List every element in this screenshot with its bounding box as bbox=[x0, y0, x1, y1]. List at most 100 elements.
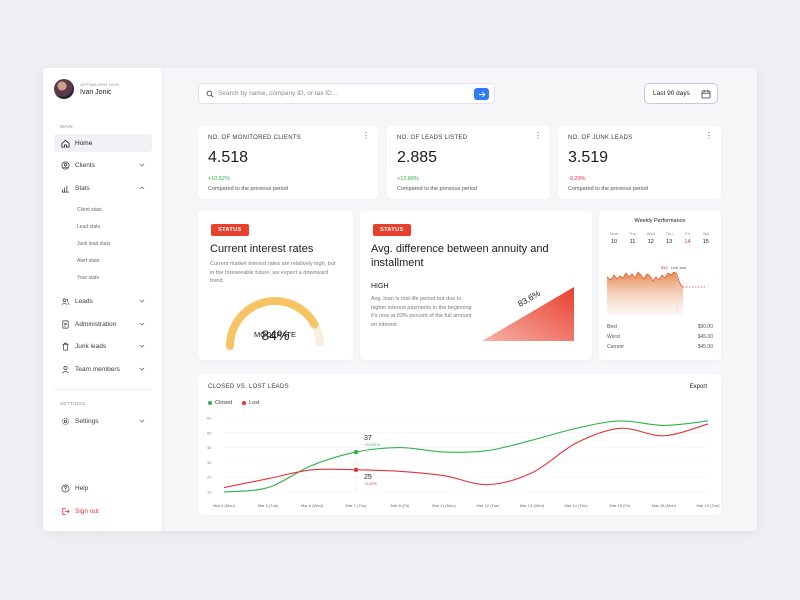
profile[interactable]: OPTIMA KPR DOO Ivan Jonic bbox=[54, 79, 119, 99]
week-day[interactable]: Thu 13 bbox=[660, 231, 678, 245]
card-title: Avg. difference between annuity and inst… bbox=[371, 243, 549, 269]
series-line-closed bbox=[223, 420, 709, 493]
weekly-performance-card: Weekly Performance Mon 10 Tue 11 Wed 12 Thu 13 F… bbox=[599, 211, 721, 360]
week-day[interactable]: Wed 12 bbox=[642, 231, 660, 245]
sidebar-item-settings[interactable]: Settings bbox=[54, 412, 152, 430]
sidebar-item-help[interactable]: Help bbox=[54, 479, 152, 497]
sidebar-item-label: Settings bbox=[75, 417, 99, 425]
kpi-note: Compared to the previous period bbox=[568, 186, 649, 192]
export-button[interactable]: Export bbox=[689, 384, 707, 390]
x-tick-label: Mar 5 (Tue) bbox=[258, 503, 279, 508]
more-options-icon[interactable]: ⋮ bbox=[362, 131, 370, 140]
sidebar-item-team-members[interactable]: Team members bbox=[54, 360, 152, 378]
legend-lost[interactable]: Lost bbox=[242, 400, 260, 406]
chevron-down-icon[interactable] bbox=[138, 417, 146, 425]
legend-closed[interactable]: Closed bbox=[208, 400, 232, 406]
weekly-stat-value: $45.00 bbox=[697, 344, 713, 350]
kpi-value: 2.885 bbox=[397, 149, 438, 166]
gauge: MODERATE bbox=[226, 297, 324, 350]
y-tick-label: 20 bbox=[207, 475, 212, 480]
more-options-icon[interactable]: ⋮ bbox=[534, 131, 542, 140]
chevron-up-icon[interactable] bbox=[138, 184, 146, 192]
sidebar-subitem-client-stats[interactable]: Client stats bbox=[77, 207, 102, 213]
annotation-value: 25 bbox=[364, 474, 372, 481]
chevron-down-icon[interactable] bbox=[138, 297, 146, 305]
kpi-label: NO. OF JUNK LEADS bbox=[568, 135, 633, 141]
home-icon bbox=[60, 138, 70, 148]
kpi-leads-listed: NO. OF LEADS LISTED ⋮ 2.885 +12,80% Comp… bbox=[387, 126, 550, 199]
chart-title: CLOSED VS. LOST LEADS bbox=[208, 384, 289, 390]
sidebar-item-stats[interactable]: Stats bbox=[54, 179, 152, 197]
settings-section-label: SETTINGS bbox=[60, 401, 86, 406]
document-icon bbox=[60, 319, 70, 329]
weekly-marker-value: $45 bbox=[661, 265, 668, 270]
chevron-down-icon[interactable] bbox=[138, 320, 146, 328]
weekly-title: Weekly Performance bbox=[634, 218, 686, 224]
search-bar[interactable] bbox=[198, 83, 495, 104]
leads-line-chart: 10 20 30 40 50 60 Mar 4 (Mon) Mar 5 (Tue) Mar 6 … bbox=[207, 416, 720, 509]
person-icon bbox=[60, 364, 70, 374]
ramp-shape bbox=[482, 287, 574, 341]
week-day[interactable]: Fri 14 bbox=[678, 231, 696, 245]
calendar-icon bbox=[701, 90, 711, 99]
sidebar-subitem-alert-stats[interactable]: Alert stats bbox=[77, 258, 100, 264]
user-circle-icon bbox=[60, 160, 70, 170]
kpi-value: 3.519 bbox=[568, 149, 609, 166]
sidebar-item-label: Home bbox=[75, 139, 93, 147]
week-day-name: Tue bbox=[629, 231, 636, 236]
status-badge: STATUS bbox=[373, 224, 411, 236]
chevron-down-icon[interactable] bbox=[138, 161, 146, 169]
sidebar-item-label: Stats bbox=[75, 184, 90, 192]
date-range-label: Last 90 days bbox=[653, 90, 690, 97]
annotation-change: -9,20% bbox=[364, 481, 377, 486]
sidebar-item-leads[interactable]: Leads bbox=[54, 292, 152, 310]
x-tick-label: Mar 14 (Thu) bbox=[564, 503, 588, 508]
more-options-icon[interactable]: ⋮ bbox=[705, 131, 713, 140]
sidebar-item-clients[interactable]: Clients bbox=[54, 156, 152, 174]
search-submit-button[interactable] bbox=[474, 88, 489, 100]
legend-dot-closed bbox=[208, 400, 212, 405]
legend-label: Closed bbox=[215, 400, 233, 406]
sidebar-subitem-your-stats[interactable]: Your stats bbox=[77, 275, 100, 281]
ramp-chart: 83,6% bbox=[482, 287, 574, 341]
week-day-date: 12 bbox=[647, 239, 654, 245]
chevron-down-icon[interactable] bbox=[138, 342, 146, 350]
chevron-down-icon[interactable] bbox=[138, 365, 146, 373]
week-day[interactable]: Tue 11 bbox=[623, 231, 641, 245]
avatar[interactable] bbox=[54, 79, 74, 99]
level-label: HIGH bbox=[371, 283, 389, 290]
sidebar-item-label: Sign out bbox=[75, 507, 99, 515]
main-section-label: MAIN bbox=[60, 124, 73, 129]
y-tick-label: 10 bbox=[207, 490, 212, 495]
week-day[interactable]: Sat 15 bbox=[697, 231, 715, 245]
sidebar-item-administration[interactable]: Administration bbox=[54, 315, 152, 333]
week-day-name: Mon bbox=[610, 231, 619, 236]
search-input[interactable] bbox=[218, 90, 468, 97]
week-day-name: Wed bbox=[646, 231, 655, 236]
leads-chart-card: CLOSED VS. LOST LEADS Export Closed Lost… bbox=[198, 374, 721, 515]
sidebar-subitem-lead-stats[interactable]: Lead stats bbox=[77, 224, 101, 230]
gauge-fill bbox=[226, 297, 324, 350]
weekly-stat-row: Current $45.00 bbox=[607, 344, 713, 350]
ramp-value: 83,6% bbox=[516, 288, 542, 309]
weekly-area bbox=[607, 272, 683, 315]
x-tick-label: Mar 6 (Wed) bbox=[301, 503, 324, 508]
search-icon bbox=[206, 90, 214, 97]
sidebar-item-home[interactable]: Home bbox=[54, 134, 152, 152]
kpi-monitored-clients: NO. OF MONITORED CLIENTS ⋮ 4.518 +10,52%… bbox=[198, 126, 378, 199]
week-day-selector: Mon 10 Tue 11 Wed 12 Thu 13 Fri 14 Sat 15 bbox=[605, 231, 715, 249]
card-description: Avg. loan is mid-life period but due to … bbox=[371, 296, 472, 328]
x-tick-label: Mar 15 (Fri) bbox=[610, 503, 632, 508]
legend-dot-lost bbox=[242, 400, 247, 405]
weekly-stat-value: $45.00 bbox=[697, 334, 713, 340]
sidebar-item-sign-out[interactable]: Sign out bbox=[54, 502, 152, 520]
date-range-button[interactable]: Last 90 days bbox=[644, 83, 718, 104]
arrow-right-icon bbox=[478, 91, 485, 97]
chart-legend: Closed Lost bbox=[208, 400, 260, 406]
weekly-stat-label: Worst bbox=[607, 334, 620, 340]
gauge-label: MODERATE bbox=[254, 330, 296, 339]
week-day[interactable]: Mon 10 bbox=[605, 231, 623, 245]
gauge-value: 84% bbox=[261, 327, 290, 343]
sidebar-item-junk-leads[interactable]: Junk leads bbox=[54, 337, 152, 355]
sidebar-subitem-junk-lead-stats[interactable]: Junk lead stats bbox=[77, 241, 111, 247]
